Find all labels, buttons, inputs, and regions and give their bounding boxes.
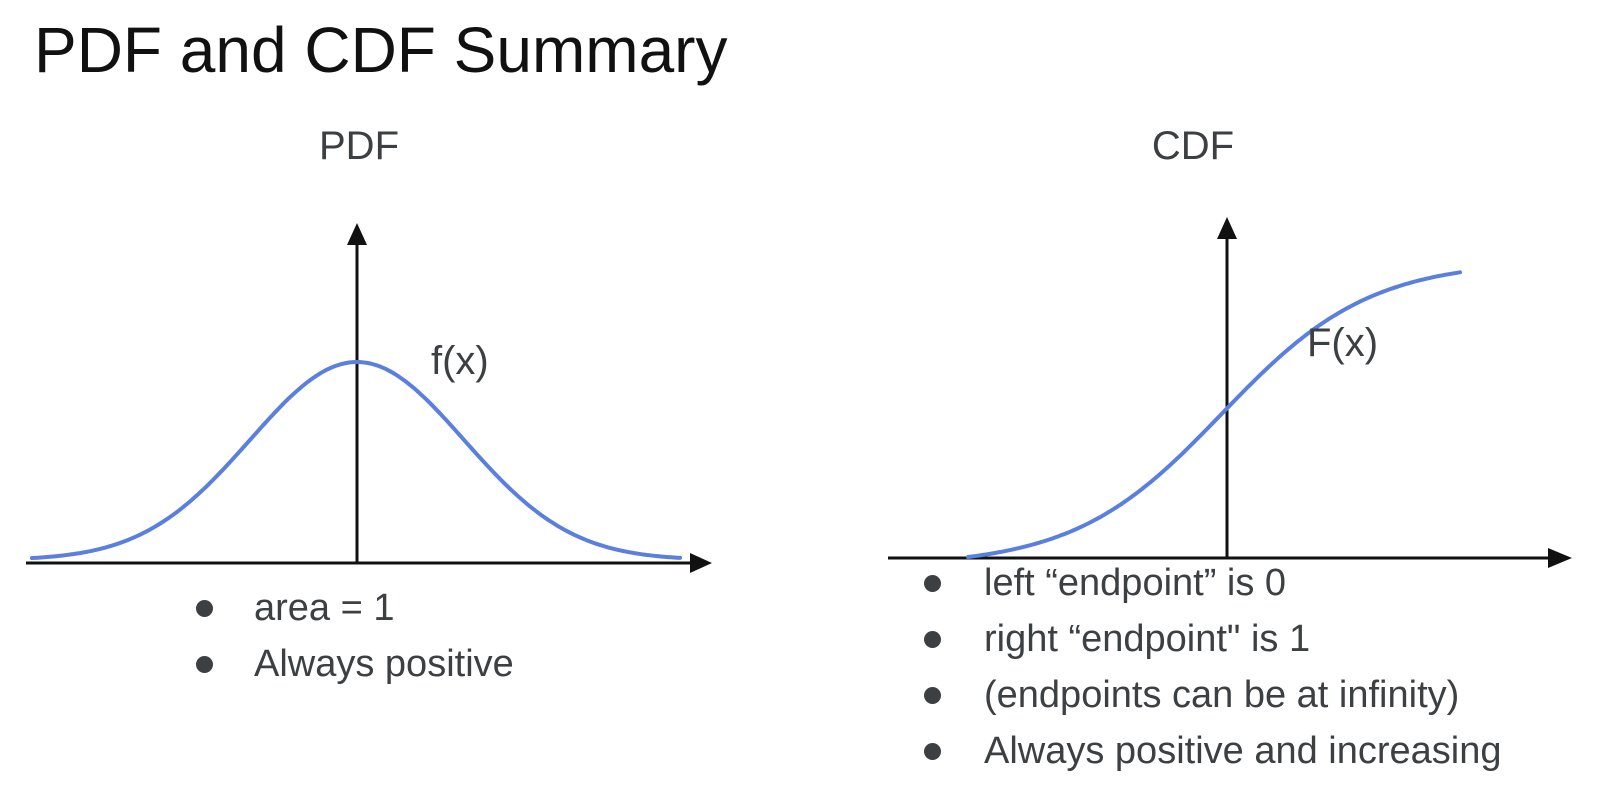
bullet-dot-icon: [196, 600, 213, 617]
slide-title: PDF and CDF Summary: [34, 14, 728, 86]
cdf-bullet-text: right “endpoint" is 1: [984, 618, 1311, 660]
pdf-graph: f(x): [26, 223, 712, 573]
pdf-bullet-item: Always positive: [196, 636, 514, 692]
cdf-bullet-item: Always positive and increasing: [924, 723, 1502, 779]
cdf-x-axis-arrowhead: [1548, 548, 1572, 568]
cdf-y-axis-arrowhead: [1217, 217, 1237, 239]
bullet-dot-icon: [196, 656, 213, 673]
bullet-dot-icon: [924, 575, 941, 592]
pdf-bell-curve: [30, 360, 682, 560]
cdf-sigmoid-curve: [966, 270, 1462, 559]
cdf-bullet-item: left “endpoint” is 0: [924, 555, 1502, 611]
pdf-function-label: f(x): [431, 339, 489, 383]
bullet-dot-icon: [924, 743, 941, 760]
cdf-bullet-text: left “endpoint” is 0: [984, 562, 1287, 604]
cdf-graph-title: CDF: [1151, 124, 1235, 168]
pdf-bullet-item: area = 1: [196, 580, 514, 636]
bullet-dot-icon: [924, 687, 941, 704]
cdf-bullet-text: (endpoints can be at infinity): [984, 674, 1460, 716]
pdf-bullet-text: Always positive: [254, 643, 514, 685]
cdf-bullet-item: (endpoints can be at infinity): [924, 667, 1502, 723]
cdf-bullet-list: left “endpoint” is 0 right “endpoint" is…: [924, 555, 1502, 779]
bullet-dot-icon: [924, 631, 941, 648]
cdf-graph: F(x): [888, 217, 1572, 568]
pdf-y-axis-arrowhead: [347, 223, 367, 245]
pdf-graph-title: PDF: [319, 124, 399, 168]
pdf-bullet-text: area = 1: [254, 587, 395, 629]
cdf-bullet-text: Always positive and increasing: [984, 730, 1502, 772]
pdf-bullet-list: area = 1 Always positive: [196, 580, 514, 692]
cdf-function-label: F(x): [1307, 321, 1378, 365]
pdf-x-axis-arrowhead: [690, 553, 712, 573]
cdf-bullet-item: right “endpoint" is 1: [924, 611, 1502, 667]
